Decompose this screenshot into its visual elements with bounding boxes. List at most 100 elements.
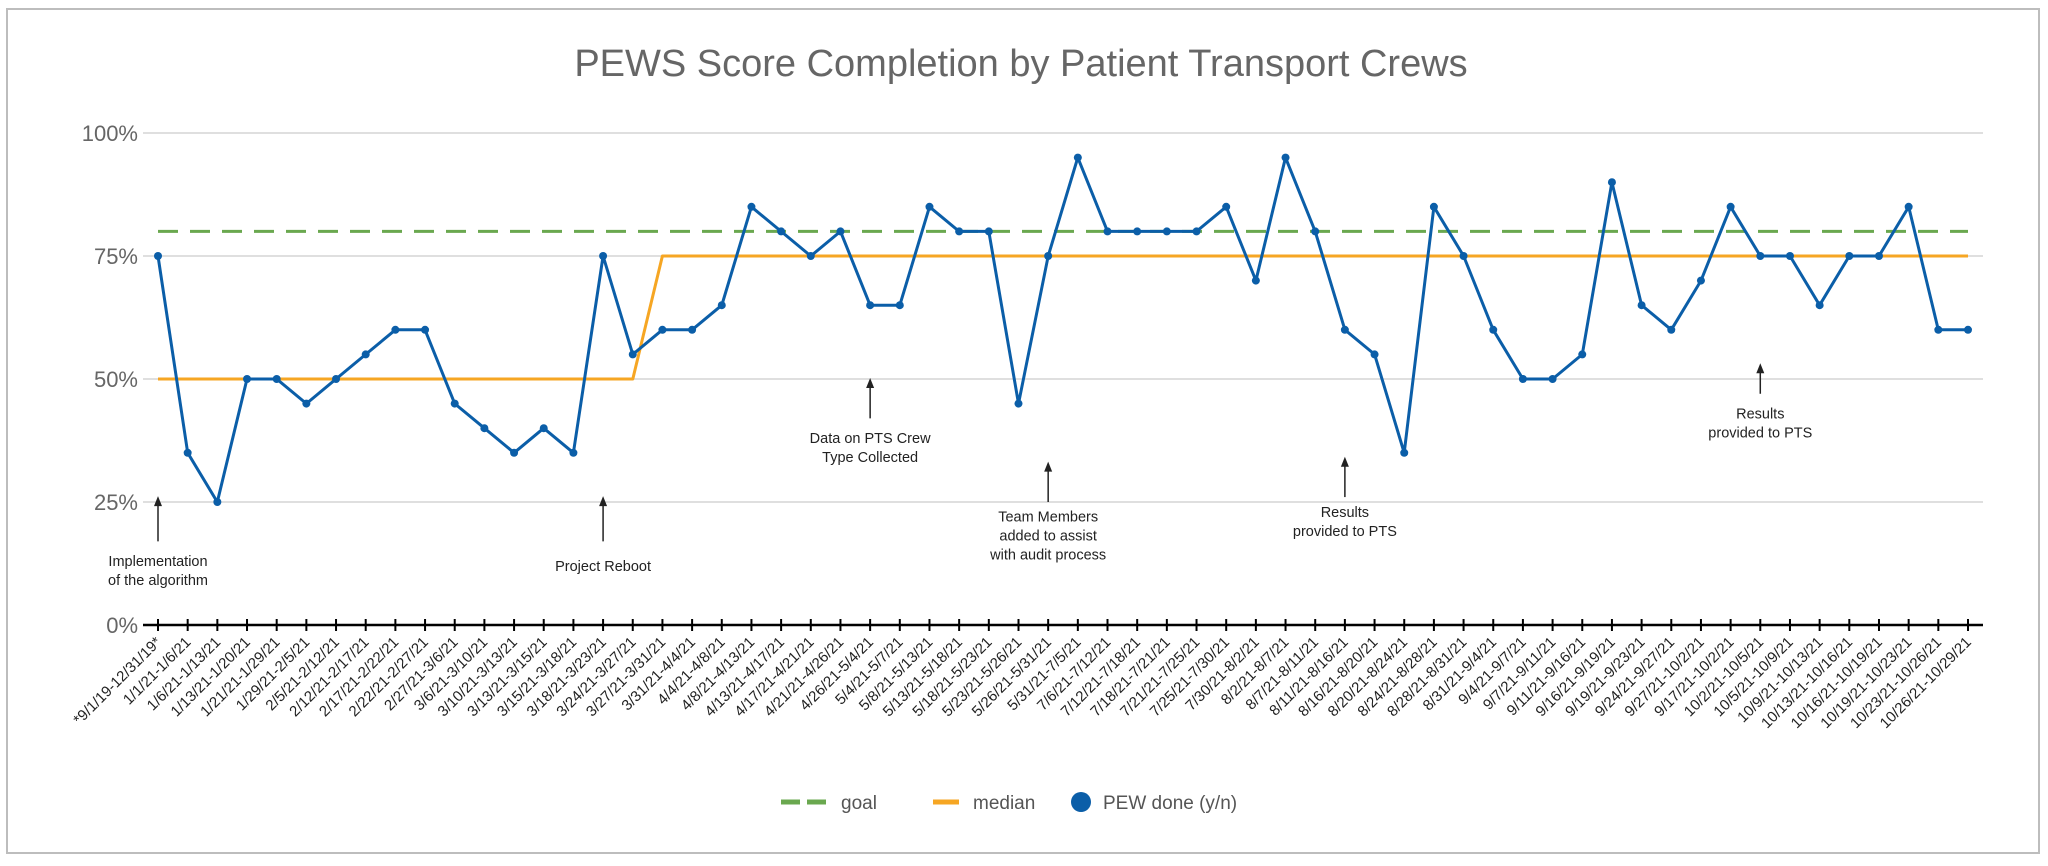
legend-label: median xyxy=(973,793,1035,814)
data-point xyxy=(243,375,252,383)
data-point xyxy=(1637,301,1646,310)
data-point xyxy=(1518,375,1527,383)
x-axis: *9/1/19-12/31/19*1/1/21-1/6/211/6/21-1/1… xyxy=(70,619,1983,732)
annotation-text: Results xyxy=(1321,505,1369,521)
data-point xyxy=(895,301,904,310)
data-point xyxy=(1281,153,1290,162)
legend-label: PEW done (y/n) xyxy=(1103,793,1237,814)
annotation-text: Implementation xyxy=(108,554,207,570)
data-point xyxy=(1370,350,1379,359)
data-point xyxy=(1133,227,1142,236)
series-line-median xyxy=(158,254,1968,381)
series-lines xyxy=(156,156,1968,504)
data-point xyxy=(1667,325,1676,334)
data-point xyxy=(984,227,993,236)
legend-label: goal xyxy=(841,793,877,814)
data-point xyxy=(1222,202,1231,211)
data-point xyxy=(628,350,637,359)
data-point xyxy=(361,350,370,359)
data-point xyxy=(1578,350,1587,359)
annotation-arrowhead xyxy=(1340,456,1349,467)
data-point xyxy=(421,325,430,334)
data-point xyxy=(1815,301,1824,310)
data-point xyxy=(154,252,162,260)
data-point xyxy=(1607,178,1616,187)
annotation-arrowhead xyxy=(154,496,162,507)
data-point xyxy=(391,325,400,334)
data-point xyxy=(599,252,608,260)
data-point xyxy=(1459,252,1468,260)
data-point xyxy=(925,202,934,211)
data-point xyxy=(836,227,845,236)
chart-title: PEWS Score Completion by Patient Transpo… xyxy=(574,43,1467,85)
data-point xyxy=(806,252,815,260)
data-point xyxy=(272,375,281,383)
data-point xyxy=(1756,252,1765,260)
data-point xyxy=(688,325,697,334)
data-point xyxy=(1845,252,1854,260)
annotation-text: provided to PTS xyxy=(1293,524,1397,540)
annotation-arrowhead xyxy=(1044,461,1053,472)
annotation-text: Team Members xyxy=(998,510,1098,526)
data-point xyxy=(777,227,786,236)
grid-lines xyxy=(143,132,1983,503)
data-point xyxy=(1934,325,1943,334)
annotation-text: added to assist xyxy=(999,529,1097,545)
data-point xyxy=(450,399,459,408)
annotation-arrowhead xyxy=(866,378,875,388)
data-point xyxy=(183,448,192,457)
data-point xyxy=(1904,202,1913,211)
data-point xyxy=(510,448,519,457)
data-point xyxy=(1696,276,1705,285)
data-point xyxy=(480,424,489,433)
data-point xyxy=(539,424,548,433)
data-point xyxy=(1874,252,1883,260)
annotations: Implementation of the algorithm Project Re… xyxy=(108,363,1812,589)
y-tick-label: 100% xyxy=(82,121,138,146)
data-point xyxy=(955,227,964,236)
data-point xyxy=(1251,276,1260,285)
annotation-text: Data on PTS Crew xyxy=(810,431,931,447)
data-point xyxy=(1014,399,1023,408)
data-point xyxy=(332,375,341,383)
data-point xyxy=(1192,227,1201,236)
y-tick-label: 0% xyxy=(106,613,138,638)
annotation-text: provided to PTS xyxy=(1708,425,1812,441)
y-tick-label: 75% xyxy=(94,244,138,269)
data-point xyxy=(658,325,667,334)
series-markers xyxy=(154,153,1972,506)
y-tick-label: 25% xyxy=(94,490,138,515)
line-chart: PEWS Score Completion by Patient Transpo… xyxy=(70,43,1983,814)
annotation-text: Project Reboot xyxy=(555,559,651,575)
y-tick-label: 50% xyxy=(94,367,138,392)
annotation-text: Type Collected xyxy=(822,450,918,466)
data-point xyxy=(569,448,578,457)
chart-frame: PEWS Score Completion by Patient Transpo… xyxy=(6,8,2040,854)
data-point xyxy=(1162,227,1171,236)
data-point xyxy=(1311,227,1320,236)
data-point xyxy=(302,399,311,408)
annotation-arrowhead xyxy=(599,496,608,507)
data-point xyxy=(1726,202,1735,211)
annotation-text: Results xyxy=(1736,406,1784,422)
data-point xyxy=(1548,375,1557,383)
data-point xyxy=(1785,252,1794,260)
data-point xyxy=(1400,448,1409,457)
data-point xyxy=(1044,252,1053,260)
data-point xyxy=(866,301,875,310)
data-point xyxy=(1340,325,1349,334)
annotation-arrowhead xyxy=(1756,363,1765,374)
series-line-pew xyxy=(156,156,1968,504)
data-point xyxy=(1073,153,1082,162)
legend: goal median PEW done (y/n) xyxy=(781,792,1237,814)
annotation-text: with audit process xyxy=(989,548,1106,564)
data-point xyxy=(1964,325,1972,334)
data-point xyxy=(213,498,222,506)
data-point xyxy=(717,301,726,310)
annotation-text: of the algorithm xyxy=(108,573,208,589)
y-axis-ticks: 0% 25% 50% 75% 100% xyxy=(82,121,138,638)
legend-swatch-pew xyxy=(1071,792,1091,812)
data-point xyxy=(1103,227,1112,236)
data-point xyxy=(1429,202,1438,211)
data-point xyxy=(747,202,756,211)
